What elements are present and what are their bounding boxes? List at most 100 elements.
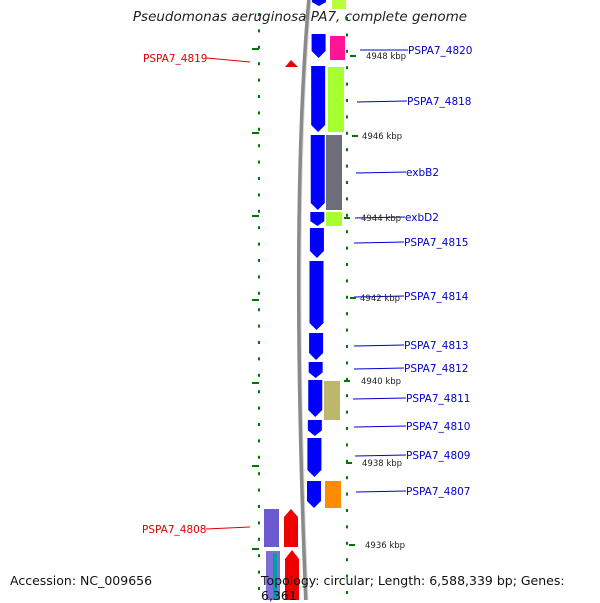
tick-dot [346, 361, 348, 365]
kbp-label: 4948 kbp [366, 52, 406, 62]
tick-dot [346, 492, 348, 496]
right-tick-column [346, 17, 348, 594]
label-leader-line [354, 216, 406, 219]
gene-arrow-blue[interactable] [312, 0, 326, 6]
gene-label[interactable]: exbD2 [405, 212, 439, 224]
tick-dot [346, 263, 348, 266]
tick-dot [346, 246, 348, 250]
gene-label[interactable]: PSPA7_4818 [407, 96, 472, 108]
gene-arrow-blue[interactable] [310, 135, 325, 210]
kbp-scale: 4948 kbp 4946 kbp 4944 kbp 4942 kbp 4940 kbp… [344, 52, 406, 551]
major-tick [252, 48, 259, 50]
gene-arrow-blue[interactable] [311, 34, 326, 58]
tick-dot [258, 324, 260, 328]
tick-dot [346, 443, 348, 447]
genome-summary: Topology: circular; Length: 6,588,339 bp… [261, 573, 565, 603]
tick-dot [346, 525, 348, 529]
gene-label[interactable]: PSPA7_4819 [143, 53, 208, 65]
gene-arrow-blue[interactable] [307, 420, 322, 436]
tick-dot [346, 591, 348, 594]
label-leader-line [355, 171, 407, 174]
gene-arrow-blue[interactable] [309, 228, 324, 258]
kbp-tick [344, 380, 350, 382]
gene-label[interactable]: PSPA7_4812 [404, 363, 469, 375]
gene-block-lime[interactable] [328, 67, 344, 132]
tick-dot [258, 308, 260, 312]
gene-label[interactable]: PSPA7_4815 [404, 237, 469, 249]
gene-arrow-blue[interactable] [308, 362, 323, 378]
gene-label[interactable]: PSPA7_4810 [406, 421, 471, 433]
gene-label[interactable]: PSPA7_4820 [408, 45, 473, 57]
gene-block-magenta[interactable] [330, 36, 345, 60]
tick-dot [258, 209, 260, 213]
gene-arrow-blue[interactable] [307, 438, 322, 477]
gene-block-khaki[interactable] [324, 381, 340, 420]
gene-marker-red[interactable] [285, 60, 298, 67]
gene-label[interactable]: exbB2 [406, 167, 439, 179]
label-leader-line [353, 367, 405, 370]
tick-dot [258, 13, 260, 16]
tick-dot [346, 328, 348, 332]
gene-arrow-blue[interactable] [307, 481, 321, 508]
tick-dot [258, 95, 260, 98]
tick-dot [258, 488, 260, 492]
gene-label[interactable]: PSPA7_4814 [404, 291, 469, 303]
kbp-tick [350, 55, 356, 57]
tick-dot [258, 291, 260, 295]
tick-dot [258, 177, 260, 180]
gene-block-orange[interactable] [325, 481, 341, 508]
gene-arrow-blue[interactable] [310, 212, 325, 226]
gene-label[interactable]: PSPA7_4808 [142, 524, 207, 536]
kbp-label: 4944 kbp [361, 214, 401, 224]
tick-dot [258, 127, 260, 131]
tick-dot [346, 558, 348, 562]
tick-dot [258, 587, 260, 590]
tick-dot [346, 574, 348, 578]
major-tick [252, 382, 259, 384]
label-leader-line [353, 295, 405, 298]
gene-block-teal[interactable] [273, 553, 277, 600]
gene-label[interactable]: PSPA7_4811 [406, 393, 471, 405]
label-leader-line [353, 344, 405, 347]
tick-dot [346, 197, 348, 201]
tick-dot [258, 570, 260, 574]
tick-dot [346, 164, 348, 168]
major-tick [252, 465, 259, 467]
tick-dot [346, 279, 348, 283]
kbp-label: 4938 kbp [362, 459, 402, 469]
gene-arrow-blue[interactable] [311, 66, 326, 132]
gene-arrow-blue[interactable] [309, 333, 324, 360]
major-tick [252, 299, 259, 301]
label-leader-line [353, 241, 405, 244]
tick-dot [258, 341, 260, 344]
label-leader-line [355, 490, 407, 493]
gene-block-purple[interactable] [264, 509, 279, 547]
tick-dot [258, 505, 260, 508]
tick-dot [258, 160, 260, 164]
gene-block-lime-top[interactable] [332, 0, 346, 9]
gene-arrow-blue[interactable] [308, 380, 323, 417]
tick-dot [258, 439, 260, 443]
gene-arrow-red-1[interactable] [284, 509, 298, 547]
tick-dot [258, 29, 260, 33]
tick-dot [346, 181, 348, 184]
major-tick [252, 548, 259, 550]
gene-label[interactable]: PSPA7_4807 [406, 486, 471, 498]
gene-label[interactable]: PSPA7_4809 [406, 450, 471, 462]
tick-dot [258, 144, 260, 148]
gene-arrow-red-2[interactable] [285, 550, 299, 600]
tick-dot [258, 455, 260, 459]
gene-arrow-blue[interactable] [309, 261, 324, 330]
gene-block-lime-small[interactable] [326, 212, 342, 226]
gene-block-gray[interactable] [326, 135, 342, 210]
tick-dot [346, 410, 348, 414]
plus-strand-genes [307, 0, 326, 508]
label-leader-line [205, 526, 251, 530]
left-gene-labels: PSPA7_4819 PSPA7_4808 [142, 53, 251, 536]
tick-dot [346, 82, 348, 86]
gene-label[interactable]: PSPA7_4813 [404, 340, 469, 352]
tick-dot [258, 423, 260, 426]
tick-dot [258, 111, 260, 115]
